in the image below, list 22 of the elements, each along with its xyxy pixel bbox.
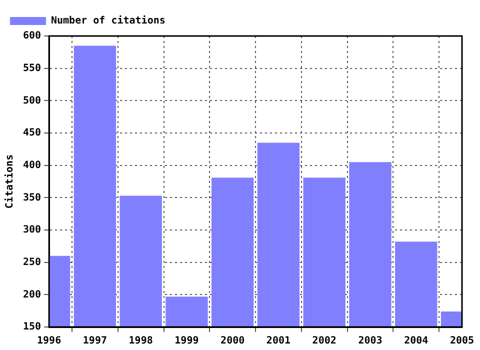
y-axis-title: Citations xyxy=(4,154,16,209)
y-tick-label: 250 xyxy=(23,256,42,268)
x-tick-label: 2004 xyxy=(404,336,428,347)
x-tick-label: 2002 xyxy=(312,336,336,347)
x-tick-label: 1997 xyxy=(82,336,107,347)
y-tick-label: 400 xyxy=(23,160,42,171)
x-tick-label: 2001 xyxy=(266,336,291,347)
x-tick-label: 2005 xyxy=(450,336,474,347)
y-tick-label: 500 xyxy=(23,95,42,106)
x-tick-label: 2003 xyxy=(358,336,382,347)
x-tick-label: 1998 xyxy=(128,336,153,347)
y-tick-label: 300 xyxy=(23,224,42,236)
y-tick-label: 350 xyxy=(23,192,42,204)
x-tick-label: 1999 xyxy=(174,336,199,347)
y-tick-label: 200 xyxy=(23,289,42,300)
x-tick-label: 2000 xyxy=(220,336,245,347)
y-tick-label: 150 xyxy=(23,322,42,333)
y-tick-label: 450 xyxy=(23,128,42,139)
x-tick-label: 1996 xyxy=(37,336,62,347)
legend-label: Number of citations xyxy=(51,14,166,27)
y-tick-label: 550 xyxy=(23,62,42,74)
y-tick-label: 600 xyxy=(23,30,42,42)
